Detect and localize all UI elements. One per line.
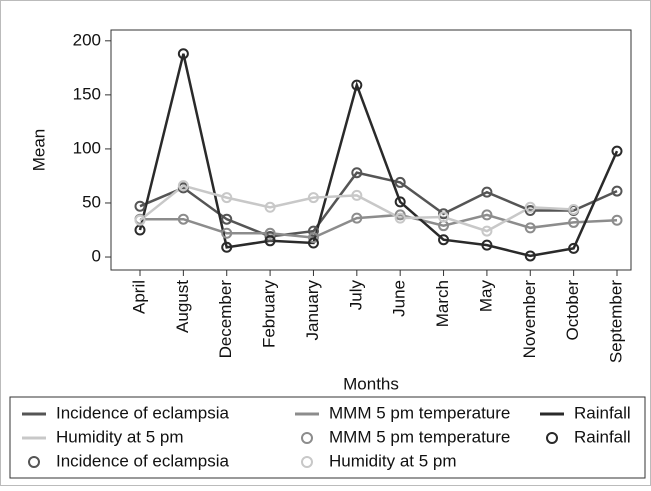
series-marker — [481, 239, 493, 251]
series-marker — [438, 208, 450, 220]
series-marker — [221, 227, 233, 239]
series-marker — [351, 79, 363, 91]
series-marker — [134, 214, 146, 226]
series-marker — [307, 225, 319, 237]
series-marker — [394, 196, 406, 208]
y-tick-label: 150 — [73, 84, 101, 103]
series-marker — [568, 203, 580, 215]
x-tick-label: December — [216, 280, 235, 359]
x-tick-label: February — [260, 280, 279, 349]
legend-label: Incidence of eclampsia — [56, 451, 229, 470]
series-marker — [177, 213, 189, 225]
x-tick-label: September — [606, 280, 625, 363]
series-marker — [221, 213, 233, 225]
series-marker — [177, 180, 189, 192]
legend-label: Humidity at 5 pm — [56, 427, 184, 446]
legend-label: MMM 5 pm temperature — [329, 427, 510, 446]
y-tick-label: 0 — [92, 247, 101, 266]
series-marker — [264, 235, 276, 247]
series-marker — [611, 145, 623, 157]
series-marker — [524, 205, 536, 217]
series-marker — [221, 241, 233, 253]
x-tick-label: April — [129, 280, 148, 314]
x-tick-label: June — [390, 280, 409, 317]
y-tick-label: 50 — [82, 192, 101, 211]
legend-marker — [546, 432, 558, 444]
series-marker — [611, 214, 623, 226]
x-tick-label: October — [563, 280, 582, 341]
legend-label: MMM 5 pm temperature — [329, 403, 510, 422]
x-tick-label: July — [346, 280, 365, 311]
series-marker — [481, 209, 493, 221]
legend-label: Humidity at 5 pm — [329, 451, 457, 470]
series-marker — [394, 209, 406, 221]
legend-marker — [301, 432, 313, 444]
y-tick-label: 200 — [73, 30, 101, 49]
series-marker — [264, 227, 276, 239]
plot-area — [110, 29, 632, 271]
x-tick-label: March — [433, 280, 452, 327]
legend-label: Rainfall — [574, 427, 631, 446]
series-marker — [221, 192, 233, 204]
series-marker — [264, 230, 276, 242]
series-marker — [177, 48, 189, 60]
series-marker — [351, 212, 363, 224]
x-axis-label: Months — [343, 374, 399, 393]
legend-label: Rainfall — [574, 403, 631, 422]
y-axis-label: Mean — [29, 129, 48, 172]
series-marker — [351, 189, 363, 201]
series-marker — [524, 250, 536, 262]
series-marker — [524, 201, 536, 213]
series-marker — [351, 167, 363, 179]
x-tick-label: August — [173, 280, 192, 333]
legend-marker — [28, 456, 40, 468]
series-marker — [524, 222, 536, 234]
series-marker — [568, 242, 580, 254]
series-marker — [438, 211, 450, 223]
legend-marker — [301, 456, 313, 468]
x-tick-label: November — [520, 280, 539, 359]
series-marker — [134, 200, 146, 212]
series-line — [138, 53, 619, 258]
series-marker — [307, 192, 319, 204]
series-marker — [264, 201, 276, 213]
series-marker — [481, 225, 493, 237]
series-marker — [394, 212, 406, 224]
series-marker — [438, 234, 450, 246]
series-marker — [481, 186, 493, 198]
legend — [9, 396, 646, 479]
series-marker — [307, 237, 319, 249]
series-line — [139, 184, 574, 233]
x-tick-label: May — [476, 280, 495, 313]
legend-label: Incidence of eclampsia — [56, 403, 229, 422]
series-marker — [307, 232, 319, 244]
series-marker — [611, 185, 623, 197]
series-marker — [394, 176, 406, 188]
series-marker — [568, 216, 580, 228]
series-line — [140, 213, 618, 239]
x-tick-label: January — [303, 280, 322, 341]
y-tick-label: 100 — [73, 138, 101, 157]
